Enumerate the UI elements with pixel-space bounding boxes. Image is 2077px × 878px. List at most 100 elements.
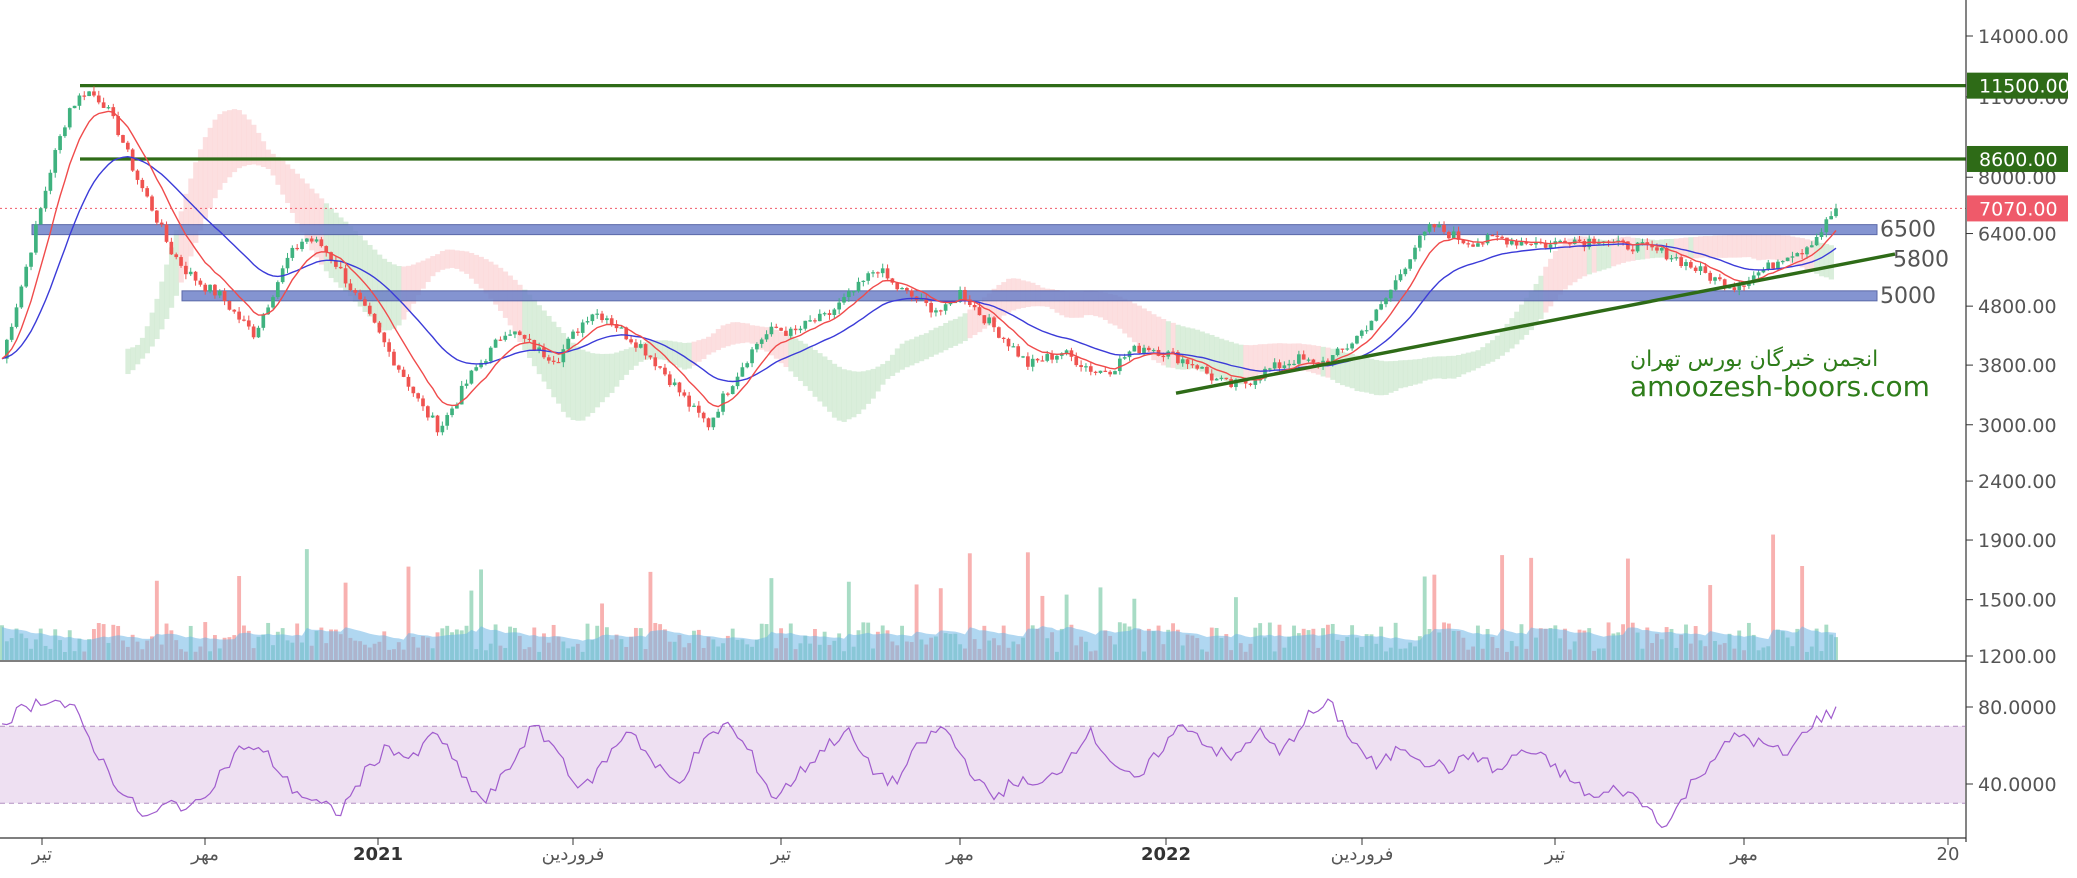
cloud-segment [1136,305,1142,346]
cloud-segment [362,240,368,312]
candle-body [309,238,314,242]
cloud-segment [1388,361,1394,393]
cloud-segment [817,353,823,402]
candle-body [43,190,48,209]
candle-body [29,252,33,267]
cloud-segment [1175,324,1181,370]
cloud-segment [585,351,591,417]
candle-body [750,349,754,364]
cloud-segment [1412,359,1418,385]
candle-body [929,302,933,313]
y-tick-label: 3000.00 [1978,415,2057,437]
candle-body [474,367,479,371]
candle-body [779,327,783,331]
cloud-segment [831,363,838,418]
candle-body [648,355,653,358]
candle-body [992,317,996,328]
candle-body [135,170,140,180]
cloud-segment [914,336,920,364]
candle-body [440,425,445,433]
candle-body [774,326,779,328]
cloud-segment [1678,238,1684,259]
candle-body [871,272,875,274]
cloud-segment [967,309,973,339]
cloud-segment [556,327,562,404]
candle-body [1176,352,1180,364]
cloud-segment [1441,356,1447,380]
candle-body [716,411,721,418]
candle-body [759,339,764,344]
cloud-segment [952,318,959,346]
cloud-segment [498,267,504,311]
cloud-segment [749,325,755,344]
watermark-url: amoozesh-boors.com [1630,370,1930,403]
candle-body [527,338,532,340]
y-tick-label: 2400.00 [1978,471,2057,493]
cloud-segment [1581,236,1588,277]
candle-body [266,307,270,315]
candle-body [5,339,9,359]
cloud-segment [856,371,862,415]
candle-body [1630,249,1635,252]
candle-body [106,107,111,109]
cloud-segment [517,284,523,343]
candle-body [353,290,358,293]
candle-body [256,327,261,338]
candle-body [546,357,551,361]
candle-body [755,343,759,350]
cloud-segment [1122,298,1128,334]
candle-body [1195,365,1200,369]
candle-body [1737,285,1742,291]
cloud-segment [875,366,881,392]
cloud-segment [1562,240,1568,290]
cloud-segment [1688,237,1694,259]
cloud-segment [1228,341,1234,383]
candle-body [116,116,120,136]
candle-body [1785,257,1790,262]
candle-body [600,313,604,321]
candle-body [387,342,391,352]
cloud-segment [1446,355,1452,379]
cloud-segment [1156,316,1162,363]
candle-body [334,260,338,267]
indicator-y-tick-label: 80.0000 [1978,697,2057,719]
candle-body [1122,357,1127,359]
cloud-segment [246,119,252,165]
cloud-segment [178,211,184,283]
candle-body [803,320,808,329]
cloud-segment [730,322,736,345]
candle-body [1340,348,1345,350]
candle-body [1234,379,1238,388]
cloud-segment [778,331,784,364]
cloud-segment [217,114,223,190]
candle-body [982,315,987,324]
cloud-segment [657,340,663,360]
candle-body [1151,349,1156,352]
candle-body [300,241,304,250]
candle-body [1558,240,1563,243]
cloud-segment [773,329,780,359]
cloud-segment [1378,360,1384,396]
cloud-segment [1398,360,1404,389]
cloud-segment [701,338,707,360]
cloud-segment [197,149,204,231]
candle-body [232,309,237,312]
candle-body [1432,224,1437,228]
candle-body [421,398,425,407]
candle-body [1108,371,1112,375]
cloud-segment [1640,239,1646,260]
cloud-segment [720,325,726,348]
candle-body [1655,247,1659,251]
cloud-segment [943,323,949,351]
candle-body [159,222,164,225]
candle-body [58,136,62,151]
candle-body [1451,231,1456,239]
candle-body [987,317,992,324]
volume-bar [1625,558,1630,660]
cloud-segment [739,322,746,344]
candle-body [1035,358,1040,361]
candle-body [193,271,198,281]
candle-body [764,334,769,340]
candle-body [580,322,585,333]
cloud-segment [648,340,654,359]
